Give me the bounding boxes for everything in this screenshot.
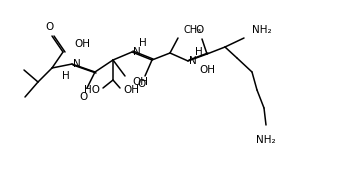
Text: H: H <box>62 71 70 81</box>
Text: NH₂: NH₂ <box>252 25 271 35</box>
Text: OH: OH <box>123 85 139 95</box>
Text: N: N <box>73 59 81 69</box>
Text: N: N <box>189 56 197 66</box>
Text: H: H <box>195 47 203 57</box>
Text: H: H <box>139 38 147 48</box>
Text: O: O <box>79 92 87 102</box>
Text: OH: OH <box>132 77 148 87</box>
Text: OH: OH <box>199 65 215 75</box>
Text: O: O <box>195 25 203 35</box>
Text: N: N <box>133 47 141 57</box>
Text: O: O <box>45 22 53 32</box>
Text: CH₃: CH₃ <box>183 25 201 35</box>
Text: NH₂: NH₂ <box>256 135 276 145</box>
Text: OH: OH <box>74 39 90 49</box>
Text: O: O <box>137 79 145 89</box>
Text: HO: HO <box>84 85 100 95</box>
